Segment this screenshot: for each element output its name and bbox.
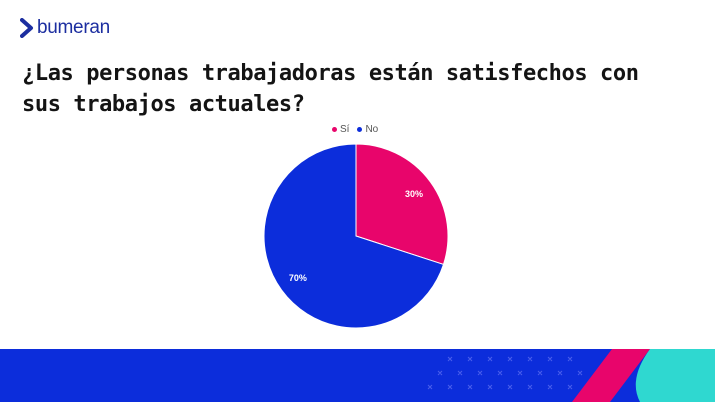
brand-name: bumeran bbox=[37, 17, 110, 38]
chart-legend: Sí No bbox=[332, 124, 378, 135]
chart-title: ¿Las personas trabajadoras están satisfe… bbox=[22, 61, 639, 117]
footer-pink-stripe bbox=[572, 349, 650, 402]
legend-label-no: No bbox=[365, 124, 379, 135]
pie-label-si: 30% bbox=[405, 189, 423, 199]
chevron-right-icon bbox=[20, 18, 33, 38]
legend-label-si: Sí bbox=[340, 124, 350, 135]
pie-label-no: 70% bbox=[289, 273, 307, 283]
legend-item-si: Sí bbox=[332, 124, 349, 135]
legend-item-no: No bbox=[357, 124, 378, 135]
footer-band bbox=[0, 349, 715, 402]
legend-swatch-no bbox=[357, 127, 363, 132]
footer-teal-shape bbox=[635, 349, 715, 402]
legend-swatch-si bbox=[332, 127, 337, 132]
brand-logo: bumeran bbox=[20, 17, 110, 39]
pie-chart: 30% 70% bbox=[263, 143, 449, 329]
pie-slice-si bbox=[355, 143, 449, 266]
footer-cross-pattern bbox=[427, 356, 583, 390]
pie-slice-no bbox=[263, 143, 445, 329]
